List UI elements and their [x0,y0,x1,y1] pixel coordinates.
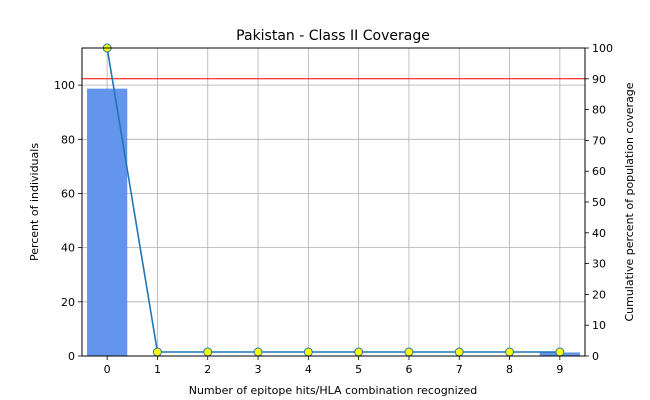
y2-axis-label: Cumulative percent of population coverag… [623,82,636,321]
y2-tick-label: 40 [592,227,606,240]
chart-title: Pakistan - Class II Coverage [236,28,430,44]
x-tick-label: 7 [456,363,463,376]
x-tick-label: 0 [104,363,111,376]
y2-ticks: 0 10 20 30 40 50 60 70 80 90 100 [585,42,613,363]
cumulative-point [404,347,414,357]
x-tick-label: 4 [305,363,312,376]
x-tick-label: 5 [355,363,362,376]
y2-tick-label: 100 [592,42,613,55]
y-tick-label: 40 [61,242,75,255]
cumulative-point [454,347,464,357]
cumulative-point [354,347,364,357]
y2-tick-label: 80 [592,104,606,117]
y2-tick-label: 0 [592,350,599,363]
x-tick-label: 6 [405,363,412,376]
y-tick-label: 100 [54,79,75,92]
y2-tick-label: 70 [592,134,606,147]
y2-tick-label: 20 [592,288,606,301]
y-axis-label: Percent of individuals [28,143,41,261]
cumulative-point [253,347,263,357]
y2-tick-label: 10 [592,319,606,332]
y2-tick-label: 90 [592,73,606,86]
y2-tick-label: 60 [592,165,606,178]
cumulative-line [106,47,560,353]
cumulative-point [303,347,313,357]
x-tick-label: 8 [506,363,513,376]
x-tick-label: 1 [154,363,161,376]
cumulative-point [505,347,515,357]
x-tick-label: 9 [556,363,563,376]
y-tick-label: 80 [61,133,75,146]
y-tick-label: 20 [61,296,75,309]
cumulative-point [555,347,565,357]
cumulative-point [152,347,162,357]
y2-tick-label: 50 [592,196,606,209]
x-tick-label: 2 [204,363,211,376]
y-tick-label: 0 [68,350,75,363]
x-tick-label: 3 [255,363,262,376]
x-ticks: 0 1 2 3 4 5 6 7 8 9 [104,356,563,376]
y-ticks: 0 20 40 60 80 100 [54,79,82,363]
y2-tick-label: 30 [592,258,606,271]
y-tick-label: 60 [61,187,75,200]
x-axis-label: Number of epitope hits/HLA combination r… [189,384,478,397]
cumulative-point [203,347,213,357]
